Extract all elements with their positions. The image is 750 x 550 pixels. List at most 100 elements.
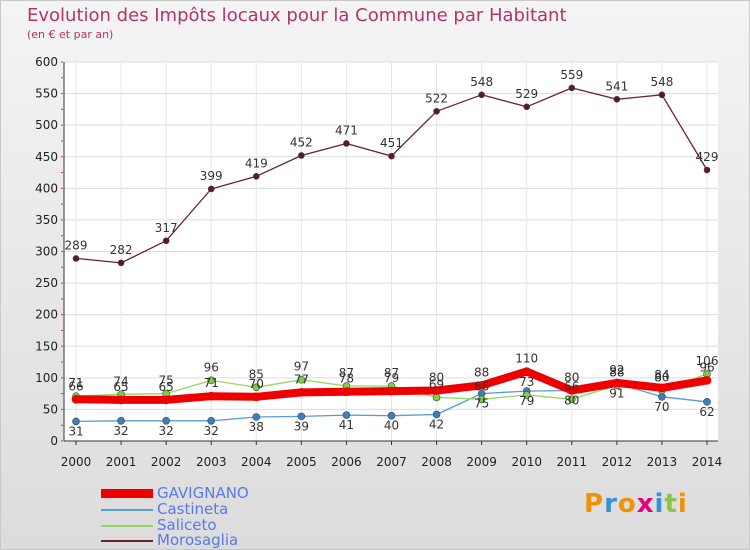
data-point-morosaglia bbox=[298, 152, 305, 159]
data-label-saliceto: 87 bbox=[339, 366, 354, 380]
data-label-castineta: 42 bbox=[429, 417, 444, 431]
y-tick-label: 0 bbox=[50, 434, 58, 448]
chart-title: Evolution des Impôts locaux pour la Comm… bbox=[27, 5, 567, 26]
x-tick-label: 2006 bbox=[331, 455, 362, 469]
legend-label-saliceto: Saliceto bbox=[157, 516, 217, 534]
data-point-castineta bbox=[252, 413, 261, 421]
y-tick-label: 500 bbox=[35, 118, 58, 132]
y-tick-label: 300 bbox=[35, 245, 58, 259]
data-label-saliceto: 66 bbox=[564, 379, 579, 393]
y-tick-label: 450 bbox=[35, 150, 58, 164]
data-label-saliceto: 88 bbox=[609, 365, 624, 379]
data-point-saliceto bbox=[477, 395, 486, 404]
data-point-gavignano bbox=[432, 386, 441, 395]
data-point-saliceto bbox=[207, 376, 216, 385]
data-point-gavignano bbox=[206, 391, 216, 401]
x-tick-label: 2003 bbox=[196, 455, 227, 469]
data-label-castineta: 62 bbox=[699, 405, 714, 419]
data-label-morosaglia: 289 bbox=[65, 238, 88, 252]
data-label-castineta: 79 bbox=[519, 394, 534, 408]
x-tick-label: 2004 bbox=[241, 455, 272, 469]
x-tick-label: 2011 bbox=[557, 455, 588, 469]
y-tick-label: 350 bbox=[35, 213, 58, 227]
proxiti-logo: Proxiti bbox=[584, 489, 688, 519]
data-label-castineta: 40 bbox=[384, 419, 399, 433]
data-point-morosaglia bbox=[343, 140, 350, 147]
data-label-morosaglia: 541 bbox=[605, 79, 628, 93]
legend-label-gavignano: GAVIGNANO bbox=[157, 484, 249, 502]
data-label-morosaglia: 548 bbox=[470, 75, 493, 89]
data-point-castineta bbox=[72, 417, 80, 426]
y-tick-label: 400 bbox=[35, 181, 58, 195]
data-point-morosaglia bbox=[568, 84, 576, 92]
data-point-gavignano bbox=[116, 395, 126, 405]
x-tick-label: 2010 bbox=[511, 455, 542, 469]
logo-letter: t bbox=[664, 489, 678, 519]
data-point-castineta bbox=[432, 410, 441, 419]
data-point-gavignano bbox=[387, 386, 396, 396]
data-label-gavignano: 92 bbox=[609, 363, 624, 377]
data-label-saliceto: 74 bbox=[113, 374, 128, 388]
data-label-saliceto: 71 bbox=[68, 376, 83, 390]
data-point-morosaglia bbox=[388, 152, 395, 160]
logo-letter: i bbox=[677, 489, 688, 519]
logo-letter: P bbox=[584, 489, 605, 519]
legend-label-castineta: Castineta bbox=[157, 500, 229, 518]
data-label-morosaglia: 559 bbox=[560, 68, 583, 82]
data-label-morosaglia: 282 bbox=[110, 243, 133, 257]
data-label-gavignano: 66 bbox=[68, 379, 83, 393]
data-point-morosaglia bbox=[523, 103, 531, 111]
logo-letter: o bbox=[617, 489, 637, 519]
data-point-morosaglia bbox=[433, 107, 440, 115]
data-label-gavignano: 65 bbox=[159, 380, 174, 394]
data-label-gavignano: 96 bbox=[699, 360, 714, 374]
data-label-gavignano: 77 bbox=[294, 372, 309, 386]
data-point-morosaglia bbox=[703, 166, 711, 174]
data-point-morosaglia bbox=[72, 255, 80, 262]
data-label-morosaglia: 529 bbox=[515, 87, 538, 101]
data-point-saliceto bbox=[297, 375, 306, 384]
data-label-castineta: 75 bbox=[474, 397, 489, 411]
y-tick-label: 150 bbox=[35, 339, 58, 353]
data-label-castineta: 38 bbox=[249, 420, 264, 434]
x-tick-label: 2008 bbox=[421, 455, 452, 469]
data-label-gavignano: 65 bbox=[113, 380, 128, 394]
logo-letter: r bbox=[604, 489, 618, 519]
data-label-saliceto: 85 bbox=[249, 367, 264, 381]
data-label-saliceto: 69 bbox=[429, 377, 444, 391]
data-point-castineta bbox=[387, 411, 396, 420]
legend-swatch-saliceto bbox=[101, 525, 153, 527]
data-label-gavignano: 79 bbox=[384, 371, 399, 385]
data-point-saliceto bbox=[432, 393, 441, 402]
data-point-saliceto bbox=[252, 383, 261, 392]
data-label-gavignano: 84 bbox=[654, 368, 669, 382]
data-label-castineta: 32 bbox=[159, 424, 174, 438]
data-point-morosaglia bbox=[252, 173, 260, 180]
data-label-gavignano: 110 bbox=[515, 352, 538, 366]
data-point-saliceto bbox=[567, 395, 576, 404]
data-label-morosaglia: 419 bbox=[245, 156, 268, 170]
legend-swatch-morosaglia bbox=[101, 540, 153, 542]
data-label-morosaglia: 471 bbox=[335, 123, 358, 137]
data-label-morosaglia: 522 bbox=[425, 91, 448, 105]
data-point-morosaglia bbox=[613, 95, 621, 103]
y-tick-label: 250 bbox=[35, 276, 58, 290]
chart-subtitle: (en € et par an) bbox=[27, 28, 114, 41]
y-tick-label: 200 bbox=[35, 308, 58, 322]
data-label-castineta: 41 bbox=[339, 418, 354, 432]
data-point-castineta bbox=[342, 411, 351, 419]
data-point-castineta bbox=[162, 416, 170, 425]
data-label-gavignano: 80 bbox=[564, 370, 579, 384]
data-label-saliceto: 80 bbox=[654, 370, 669, 384]
data-label-morosaglia: 429 bbox=[696, 150, 719, 164]
data-label-morosaglia: 451 bbox=[380, 136, 403, 150]
data-point-gavignano bbox=[702, 376, 712, 385]
legend-label-morosaglia: Morosaglia bbox=[157, 531, 239, 549]
x-tick-label: 2002 bbox=[151, 455, 182, 469]
data-point-morosaglia bbox=[162, 237, 170, 245]
data-point-gavignano bbox=[342, 387, 351, 397]
data-label-morosaglia: 452 bbox=[290, 135, 313, 149]
data-label-castineta: 31 bbox=[68, 424, 83, 438]
data-point-castineta bbox=[703, 398, 711, 406]
